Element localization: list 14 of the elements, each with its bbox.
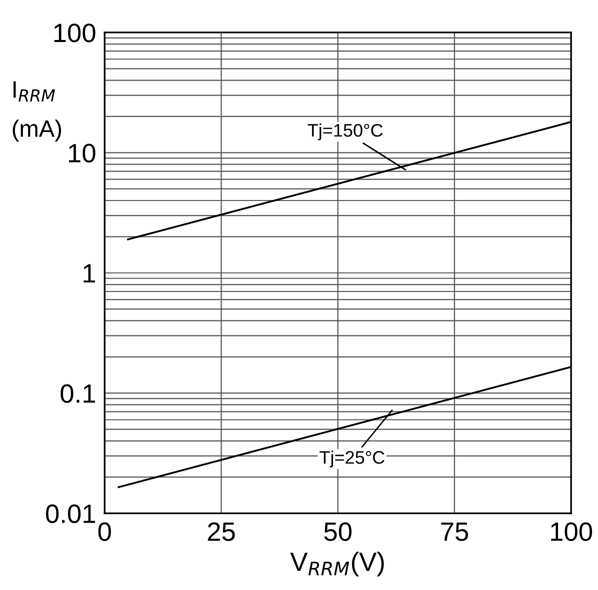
annotation: Tj=150°C (308, 123, 383, 140)
y-tick-label: 0.01 (46, 504, 96, 524)
y-tick-label: 100 (54, 24, 96, 42)
x-tick-label: 50 (324, 522, 352, 542)
y-tick-label: 1 (84, 264, 96, 282)
y-tick-label: 10 (68, 144, 96, 162)
y-tick-label: 0.1 (60, 384, 96, 403)
annotation: Tj=25°C (320, 450, 384, 468)
x-tick-label: 100 (551, 522, 592, 542)
y-axis-title: I$_{RRM}$ (mA) (12, 81, 62, 142)
x-tick-label: 25 (208, 522, 235, 542)
x-tick-label: 0 (98, 522, 111, 542)
x-axis-title: V$_{RRM}$(V) (290, 552, 384, 576)
x-tick-label: 75 (441, 522, 468, 542)
